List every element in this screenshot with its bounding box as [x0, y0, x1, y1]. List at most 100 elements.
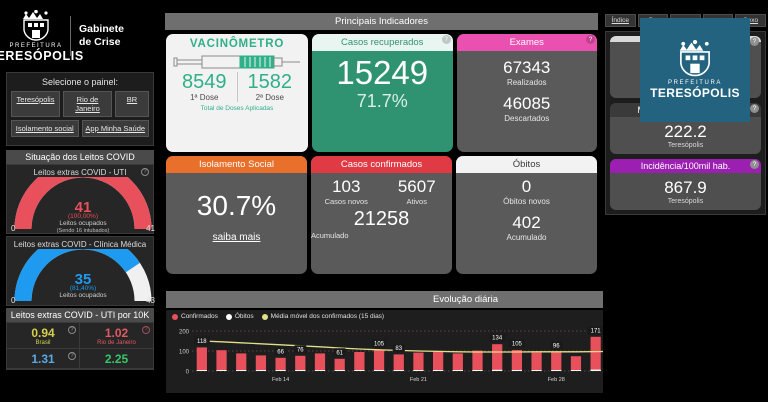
obitos-title: Óbitos — [512, 159, 541, 170]
confirmados-novos-block: 103 Casos novos — [311, 177, 382, 206]
vacinometro-numbers: 8549 1ª Dose 1582 2ª Dose — [172, 72, 302, 102]
per10k-cell-brasil: 0.94 Brasil ? — [7, 323, 80, 349]
city-crest-icon: PREFEITURA TERESÓPOLIS — [0, 8, 83, 64]
per10k-title: Leitos extras COVID - UTI por 10K — [6, 308, 154, 322]
card-isolamento-social: Isolamento Social 30.7% saiba mais — [166, 156, 307, 274]
incidencia-label: Teresópolis — [667, 198, 704, 205]
gauge-uti-max: 41 — [146, 224, 155, 233]
left-sidebar: PREFEITURA TERESÓPOLIS Gabinete de Crise… — [0, 0, 160, 402]
svg-text:Feb 28: Feb 28 — [548, 377, 565, 383]
help-icon-uti[interactable]: ? — [141, 168, 149, 176]
help-icon-brasil[interactable]: ? — [68, 326, 76, 334]
legend-item-obitos[interactable]: Óbitos — [225, 313, 254, 320]
brand-divider — [70, 16, 71, 56]
card-casos-confirmados: Casos confirmados 103 Casos novos 5607 A… — [311, 156, 452, 274]
panel-button-teresopolis[interactable]: Teresópolis — [11, 91, 60, 117]
confirmados-ativos-label: Ativos — [406, 197, 427, 206]
gauge-uti-fill — [14, 177, 152, 230]
svg-text:200: 200 — [179, 330, 190, 336]
gabinete-line2: de Crise — [79, 36, 121, 48]
svg-text:Feb 21: Feb 21 — [410, 377, 427, 383]
isolamento-title-bar: Isolamento Social — [166, 156, 307, 173]
gauge-clinica-fill — [14, 249, 152, 302]
exames-title: Exames — [509, 37, 544, 48]
svg-text:Feb 14: Feb 14 — [272, 377, 289, 383]
gauge-clinica-min: 0 — [11, 296, 16, 305]
vacinometro-title: VACINÔMETRO — [189, 38, 285, 50]
card-obitos: Óbitos 0 Óbitos novos 402 Acumulado — [456, 156, 597, 274]
obitos-title-bar: Óbitos — [456, 156, 597, 173]
svg-text:66: 66 — [277, 349, 284, 355]
recuperados-title: Casos recuperados — [341, 37, 424, 48]
exames-descartados-label: Descartados — [504, 114, 550, 123]
recuperados-value: 15249 — [336, 54, 429, 91]
card-exames: Exames ? 67343 Realizados 46085 Descarta… — [456, 34, 597, 152]
tab-indice[interactable]: Índice — [605, 14, 636, 27]
crest-city-label: TERESÓPOLIS — [0, 48, 84, 63]
help-icon-exames[interactable]: ? — [586, 35, 595, 44]
panel-button-app-minha-saude[interactable]: App Minha Saúde — [81, 120, 149, 137]
svg-text:118: 118 — [197, 339, 207, 345]
legend-item-confirmados[interactable]: Confirmados — [172, 313, 218, 320]
confirmados-novos-label: Casos novos — [324, 197, 368, 206]
per10k-value-3: 1.31 — [31, 352, 55, 366]
per10k-label-brasil: Brasil — [35, 340, 51, 346]
confirmados-split: 103 Casos novos 5607 Ativos — [311, 177, 452, 206]
help-icon-3[interactable]: ? — [68, 352, 76, 360]
per10k-label-rio: Rio de Janeiro — [97, 340, 136, 346]
panel-button-row-2: Isolamento social App Minha Saúde — [11, 120, 149, 137]
svg-text:0: 0 — [186, 370, 190, 376]
panel-button-br[interactable]: BR — [115, 91, 149, 117]
svg-text:134: 134 — [492, 336, 503, 342]
help-icon-rio[interactable]: ? — [142, 326, 150, 334]
legend-dot-obitos — [225, 313, 232, 320]
crest-prefeitura-label: PREFEITURA — [9, 42, 63, 49]
legend-dot-confirmados — [172, 313, 178, 320]
legend-item-media-movel[interactable]: Média móvel dos confirmados (15 dias) — [261, 313, 384, 320]
panel-button-rio-de-janeiro[interactable]: Rio de Janeiro — [63, 91, 112, 117]
incidencia-value: 867.9 — [664, 178, 707, 197]
exames-realizados-label: Realizados — [506, 78, 547, 87]
panel-button-isolamento-social[interactable]: Isolamento social — [11, 120, 79, 137]
indicator-cards-row-2: Isolamento Social 30.7% saiba mais Casos… — [163, 156, 600, 274]
syringe-icon — [172, 54, 302, 70]
chart-legend: Confirmados Óbitos Média móvel dos confi… — [166, 310, 765, 320]
gauge-clinica-title-row: Leitos extras COVID - Clínica Médica — [9, 239, 151, 249]
confirmados-acumulado-value: 21258 — [353, 208, 410, 230]
vacinometro-dose1: 8549 1ª Dose — [172, 71, 237, 103]
brand-header: PREFEITURA TERESÓPOLIS Gabinete de Crise — [0, 0, 160, 70]
help-icon-incidencia[interactable]: ? — [750, 160, 759, 169]
gauge-clinica-value: 35 — [74, 271, 92, 288]
card-incidencia: Incidência/100mil hab. ? 867.9 Teresópol… — [610, 159, 761, 210]
panel-button-row-1: Teresópolis Rio de Janeiro BR — [11, 91, 149, 117]
overlay-coat-of-arms-icon — [679, 40, 710, 77]
per10k-value-rio: 1.02 — [104, 326, 129, 340]
gauge-clinica-card: Leitos extras COVID - Clínica Médica 35 … — [6, 236, 155, 306]
per10k-value-4: 2.25 — [104, 352, 129, 366]
overlay-city-label: TERESÓPOLIS — [650, 86, 740, 100]
gauge-uti-pct: (100,00%) — [68, 213, 98, 220]
isolamento-saiba-mais-link[interactable]: saiba mais — [212, 232, 261, 243]
overlay-prefeitura-label: PREFEITURA — [667, 80, 722, 86]
confirmados-acumulado-label: Acumulado — [311, 231, 349, 240]
help-icon-hidden-card[interactable]: ? — [750, 37, 759, 46]
gauge-clinica-max: 43 — [146, 296, 155, 305]
vacinometro-total-label: Total de Doses Aplicadas — [200, 105, 274, 112]
overlay-logo-card: PREFEITURA TERESÓPOLIS — [640, 18, 750, 122]
card-casos-recuperados: Casos recuperados ? 15249 71.7% — [312, 34, 453, 152]
svg-text:96: 96 — [553, 343, 560, 349]
legend-label-obitos: Óbitos — [234, 313, 254, 320]
help-icon-mortalidade[interactable]: ? — [750, 104, 759, 113]
svg-text:83: 83 — [395, 346, 402, 352]
confirmados-ativos-value: 5607 — [397, 177, 436, 196]
gauge-clinica-caption: Leitos ocupados — [59, 292, 107, 299]
isolamento-title: Isolamento Social — [199, 159, 274, 170]
recuperados-title-bar: Casos recuperados ? — [312, 34, 453, 51]
main-content: Principais Indicadores VACINÔMETRO — [163, 0, 600, 402]
svg-text:61: 61 — [336, 350, 343, 356]
vacinometro-divider — [236, 72, 238, 102]
help-icon-recuperados[interactable]: ? — [441, 35, 451, 44]
per10k-cell-4: 2.25 — [80, 349, 153, 369]
vacinometro-dose1-value: 8549 — [182, 71, 227, 93]
